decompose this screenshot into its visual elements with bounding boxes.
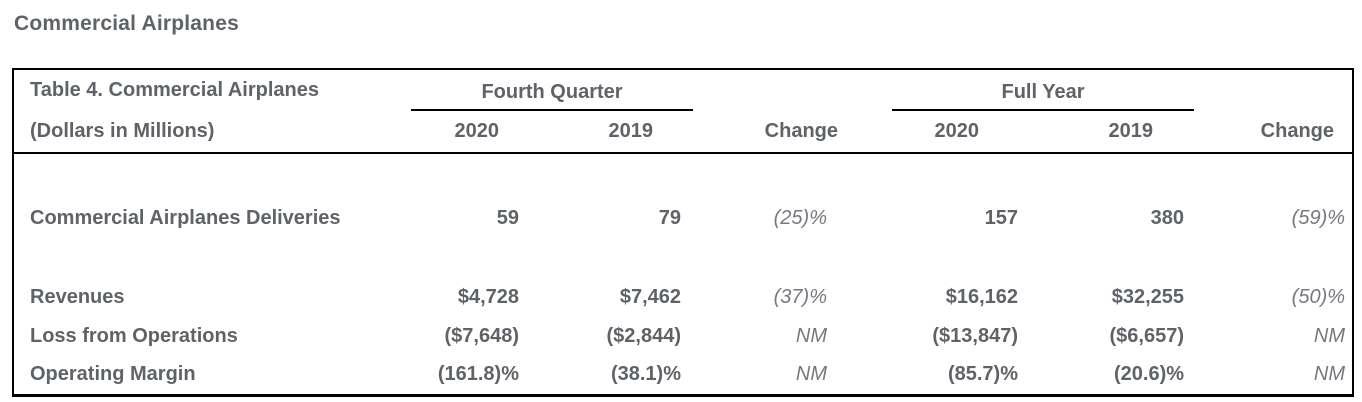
table-row-revenues: Revenues $4,728 $7,462 (37)% $16,162 $32… [13, 278, 1353, 317]
row-label: Loss from Operations [30, 325, 238, 347]
cell-fy-2020: 157 [984, 207, 1018, 229]
table-body: Commercial Airplanes Deliveries 59 79 (2… [13, 153, 1353, 395]
cell-fy-change: (50)% [1291, 286, 1346, 308]
table-row-deliveries: Commercial Airplanes Deliveries 59 79 (2… [13, 199, 1353, 238]
group-header-full-year: Full Year [846, 69, 1195, 111]
cell-fy-2020: (85.7)% [947, 363, 1018, 386]
table-row-loss-from-operations: Loss from Operations ($7,648) ($2,844) N… [13, 317, 1353, 356]
column-header-fy-2019: 2019 [1108, 120, 1154, 142]
cell-q4-2020: 59 [496, 207, 519, 229]
cell-fy-2019: (20.6)% [1113, 363, 1185, 386]
spacer-row [13, 238, 1353, 278]
full-year-label: Full Year [892, 81, 1195, 111]
page-title: Commercial Airplanes [14, 12, 239, 35]
row-label: Commercial Airplanes Deliveries [30, 207, 341, 229]
cell-q4-2020: $4,728 [457, 286, 519, 308]
column-header-fy-2020: 2020 [934, 120, 980, 142]
column-header-q4-change: Change [764, 120, 838, 142]
cell-fy-2020: $16,162 [945, 286, 1018, 308]
cell-q4-2019: (38.1)% [610, 363, 681, 386]
cell-q4-change: NM [795, 363, 827, 386]
cell-fy-change: NM [1313, 325, 1346, 347]
column-header-row: (Dollars in Millions) 2020 2019 Change 2… [13, 111, 1353, 153]
cell-fy-2019: $32,255 [1111, 286, 1185, 308]
spacer-row [13, 153, 1353, 199]
cell-q4-2019: ($2,844) [606, 325, 682, 347]
cell-q4-2019: $7,462 [619, 286, 681, 308]
table-subtitle: (Dollars in Millions) [30, 120, 215, 142]
group-header-spacer-1 [693, 69, 846, 111]
cell-fy-2019: 380 [1150, 207, 1185, 229]
cell-q4-change: (25)% [773, 207, 827, 229]
column-header-q4-2019: 2019 [608, 120, 654, 142]
fourth-quarter-label: Fourth Quarter [411, 81, 693, 111]
cell-fy-2019: ($6,657) [1109, 325, 1185, 347]
cell-q4-change: NM [795, 325, 827, 347]
table-title: Table 4. Commercial Airplanes [30, 79, 319, 101]
column-header-q4-2020: 2020 [454, 120, 500, 142]
cell-fy-change: NM [1313, 363, 1346, 386]
row-label: Revenues [30, 286, 125, 308]
commercial-airplanes-table: Table 4. Commercial Airplanes Fourth Qua… [12, 68, 1355, 397]
column-header-fy-change: Change [1260, 120, 1335, 142]
table-row-operating-margin: Operating Margin (161.8)% (38.1)% NM (85… [13, 356, 1353, 395]
cell-q4-2020: ($7,648) [444, 325, 520, 347]
cell-fy-2020: ($13,847) [932, 325, 1018, 347]
cell-q4-2019: 79 [658, 207, 681, 229]
cell-fy-change: (59)% [1291, 207, 1346, 229]
cell-q4-2020: (161.8)% [437, 363, 519, 386]
table-header: Table 4. Commercial Airplanes Fourth Qua… [13, 69, 1354, 153]
group-header-row: Table 4. Commercial Airplanes Fourth Qua… [13, 69, 1353, 111]
row-label: Operating Margin [30, 363, 196, 386]
group-header-spacer-2 [1194, 69, 1353, 111]
group-header-fourth-quarter: Fourth Quarter [411, 69, 693, 111]
cell-q4-change: (37)% [773, 286, 827, 308]
